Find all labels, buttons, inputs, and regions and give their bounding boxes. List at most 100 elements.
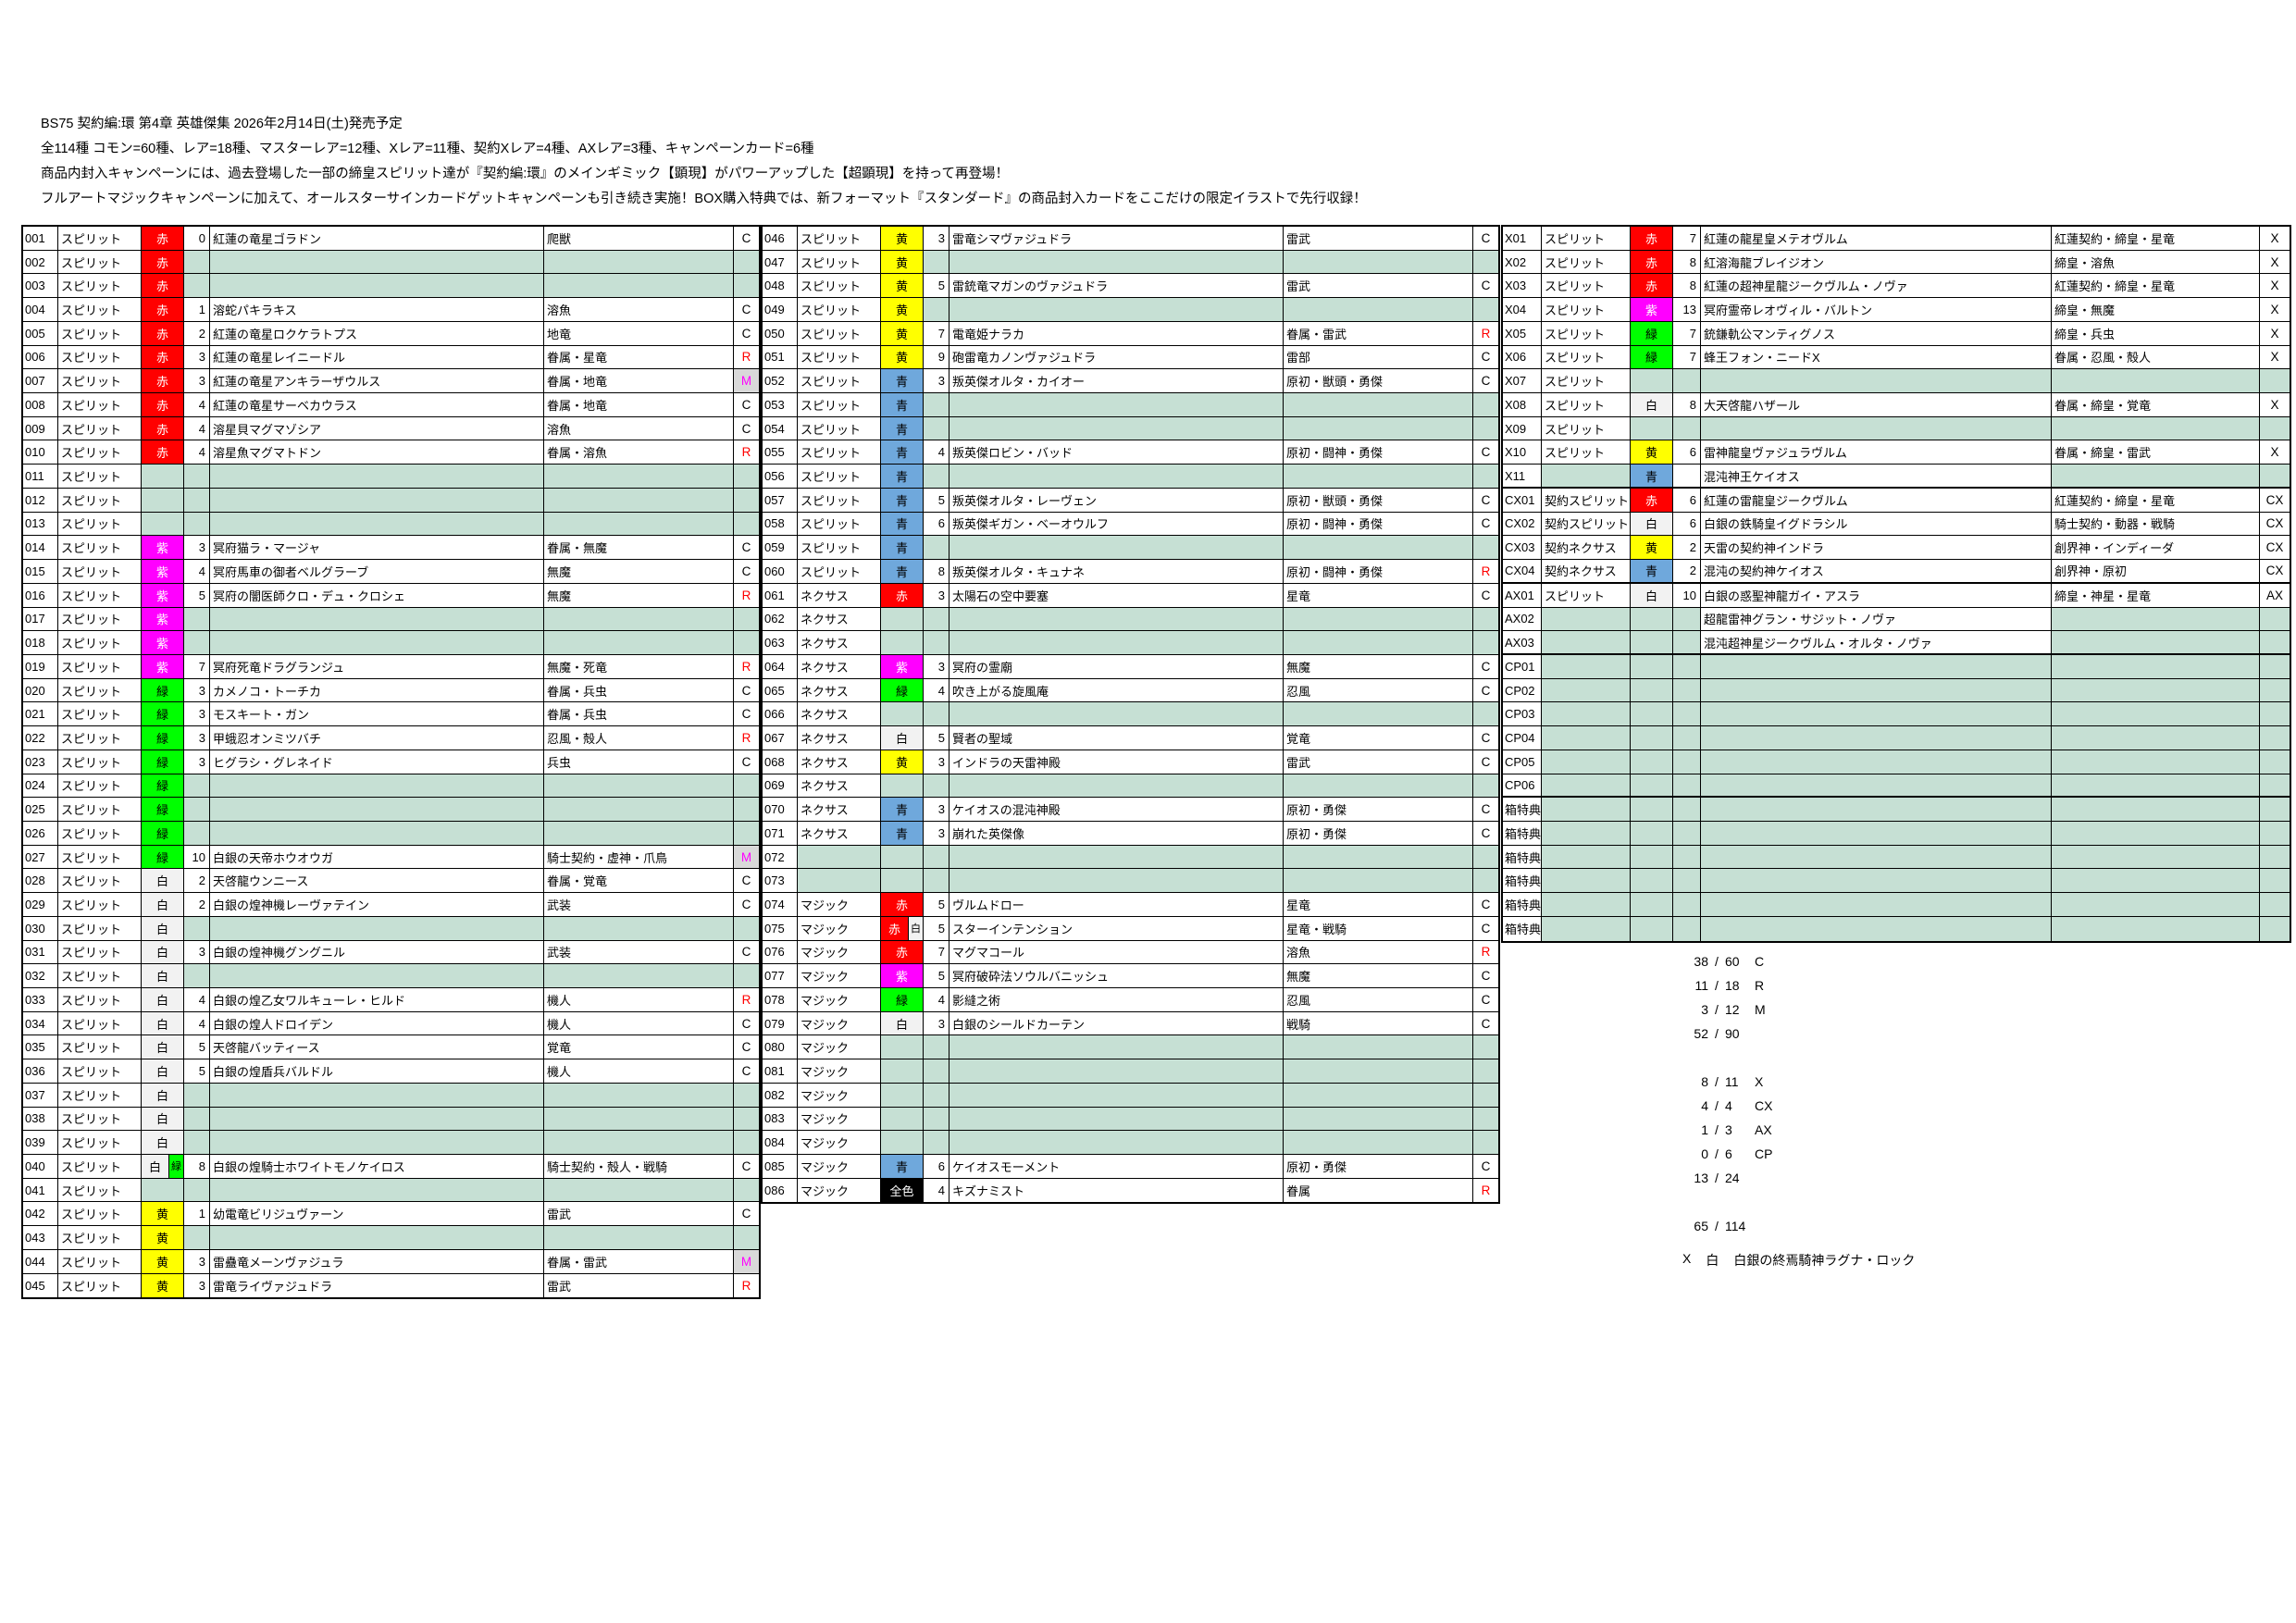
cell-card-number[interactable]: 箱特典 [1503, 893, 1542, 917]
cell-card-type[interactable]: スピリット [58, 798, 142, 822]
cell-card-number[interactable]: X10 [1503, 440, 1542, 465]
cell-card-number[interactable]: 014 [23, 536, 58, 561]
cell-card-name[interactable] [949, 1107, 1284, 1132]
cell-card-number[interactable]: 065 [763, 678, 798, 703]
cell-card-number[interactable]: 010 [23, 440, 58, 465]
cell-cost[interactable] [924, 845, 949, 870]
cell-card-name[interactable]: 溶蛇パキラキス [210, 298, 544, 322]
cell-color[interactable]: 青 [881, 560, 924, 584]
cell-card-name[interactable] [1701, 869, 2052, 894]
cell-card-type[interactable]: スピリット [58, 845, 142, 870]
cell-color[interactable]: 青 [881, 1155, 924, 1179]
cell-family[interactable] [2052, 369, 2260, 394]
cell-color[interactable]: 黄 [142, 1226, 184, 1250]
cell-card-type[interactable]: スピリット [798, 536, 881, 561]
cell-color[interactable] [142, 465, 184, 489]
cell-cost[interactable]: 1 [184, 1202, 210, 1227]
cell-card-type[interactable]: マジック [798, 964, 881, 988]
cell-cost[interactable]: 5 [924, 274, 949, 299]
cell-card-name[interactable]: 叛英傑ロビン・バッド [949, 440, 1284, 465]
cell-card-number[interactable]: 066 [763, 702, 798, 727]
cell-card-type[interactable]: スピリット [798, 440, 881, 465]
cell-card-name[interactable]: 紅蓮の雷龍皇ジークヴルム [1701, 488, 2052, 513]
cell-family[interactable]: 原初・勇傑 [1284, 798, 1473, 822]
cell-rarity[interactable] [1473, 631, 1498, 655]
cell-card-number[interactable]: CP06 [1503, 774, 1542, 799]
cell-rarity[interactable]: C [734, 393, 759, 417]
cell-rarity[interactable] [2260, 654, 2290, 679]
cell-rarity[interactable] [734, 512, 759, 537]
cell-family[interactable]: 溶魚 [544, 298, 734, 322]
cell-rarity[interactable]: C [1473, 916, 1498, 941]
cell-cost[interactable]: 7 [1673, 321, 1701, 346]
cell-color[interactable]: 黄 [881, 274, 924, 299]
cell-rarity[interactable]: R [734, 654, 759, 679]
cell-cost[interactable] [924, 607, 949, 632]
cell-family[interactable]: 原初・闘神・勇傑 [1284, 560, 1473, 584]
cell-color[interactable]: 赤 [881, 940, 924, 965]
cell-family[interactable]: 眷属・雷武 [544, 1249, 734, 1274]
cell-card-name[interactable]: 白銀の惑聖神龍ガイ・アスラ [1701, 583, 2052, 608]
cell-family[interactable]: 無魔・死竜 [544, 654, 734, 679]
cell-family[interactable] [1284, 1083, 1473, 1108]
cell-color[interactable] [881, 845, 924, 870]
cell-card-name[interactable] [949, 869, 1284, 894]
cell-card-number[interactable]: 025 [23, 798, 58, 822]
cell-card-name[interactable]: 叛英傑オルタ・カイオー [949, 369, 1284, 394]
cell-card-number[interactable]: CX04 [1503, 560, 1542, 584]
cell-cost[interactable]: 4 [184, 416, 210, 441]
cell-card-type[interactable]: スピリット [798, 465, 881, 489]
cell-card-name[interactable] [210, 1107, 544, 1132]
cell-color[interactable] [1631, 845, 1673, 870]
cell-family[interactable]: 覚竜 [1284, 726, 1473, 750]
cell-rarity[interactable]: R [1473, 321, 1498, 346]
cell-card-name[interactable] [1701, 702, 2052, 727]
cell-card-name[interactable]: 吹き上がる旋風庵 [949, 678, 1284, 703]
cell-card-number[interactable]: CX01 [1503, 488, 1542, 513]
cell-color[interactable]: 白 [142, 916, 184, 941]
cell-card-type[interactable]: 契約ネクサス [1542, 536, 1631, 561]
cell-card-number[interactable]: X01 [1503, 227, 1542, 251]
cell-rarity[interactable]: R [734, 440, 759, 465]
cell-card-number[interactable]: 064 [763, 654, 798, 679]
cell-cost[interactable] [184, 964, 210, 988]
cell-cost[interactable] [924, 1035, 949, 1060]
cell-card-number[interactable]: 021 [23, 702, 58, 727]
cell-card-name[interactable] [210, 1083, 544, 1108]
cell-color[interactable]: 黄 [881, 250, 924, 275]
cell-card-type[interactable]: スピリット [58, 1178, 142, 1203]
cell-card-number[interactable]: 052 [763, 369, 798, 394]
cell-card-type[interactable]: スピリット [1542, 321, 1631, 346]
cell-cost[interactable] [924, 1107, 949, 1132]
cell-family[interactable]: 忍風 [1284, 678, 1473, 703]
cell-card-type[interactable]: マジック [798, 1083, 881, 1108]
cell-card-name[interactable] [949, 1059, 1284, 1084]
cell-rarity[interactable] [734, 1178, 759, 1203]
cell-card-name[interactable] [1701, 845, 2052, 870]
cell-card-type[interactable]: スピリット [58, 416, 142, 441]
cell-card-number[interactable]: 077 [763, 964, 798, 988]
cell-rarity[interactable] [1473, 1059, 1498, 1084]
cell-card-type[interactable]: ネクサス [798, 821, 881, 846]
cell-rarity[interactable]: X [2260, 274, 2290, 299]
cell-cost[interactable] [1673, 654, 1701, 679]
cell-card-name[interactable]: 叛英傑ギガン・ベーオウルフ [949, 512, 1284, 537]
cell-card-number[interactable]: 001 [23, 227, 58, 251]
cell-rarity[interactable]: C [1473, 583, 1498, 608]
cell-color[interactable]: 緑 [1631, 321, 1673, 346]
cell-family[interactable] [544, 250, 734, 275]
cell-card-name[interactable]: 雷竜ライヴァジュドラ [210, 1273, 544, 1298]
cell-family[interactable]: 無魔 [1284, 964, 1473, 988]
cell-color[interactable] [881, 774, 924, 799]
cell-family[interactable]: 紅蓮契約・締皇・星竜 [2052, 488, 2260, 513]
cell-card-name[interactable] [210, 1131, 544, 1156]
cell-family[interactable]: 星竜 [1284, 583, 1473, 608]
cell-card-type[interactable] [1542, 702, 1631, 727]
cell-card-number[interactable]: 044 [23, 1249, 58, 1274]
cell-color[interactable]: 緑 [142, 678, 184, 703]
cell-rarity[interactable]: C [1473, 726, 1498, 750]
cell-card-number[interactable]: AX02 [1503, 607, 1542, 632]
cell-card-type[interactable]: マジック [798, 1155, 881, 1179]
cell-color[interactable]: 青 [1631, 465, 1673, 489]
cell-card-number[interactable]: AX03 [1503, 631, 1542, 655]
